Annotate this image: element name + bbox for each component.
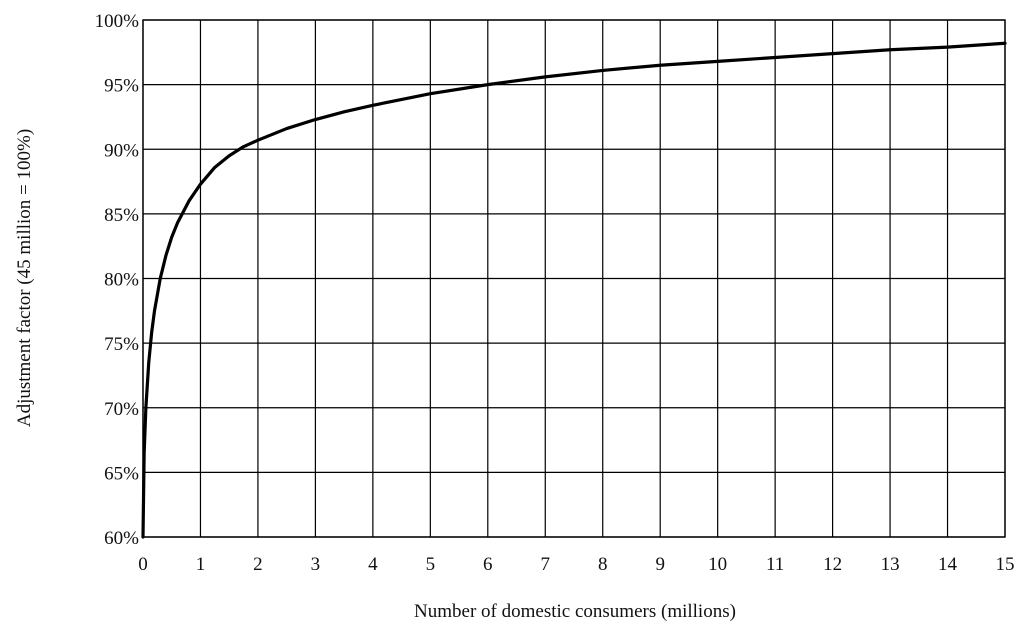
x-tick-label-10: 10 [708,554,727,575]
y-tick-label-75: 75% [104,334,139,355]
y-tick-label-85: 85% [104,205,139,226]
x-tick-label-6: 6 [483,554,493,575]
x-tick-label-2: 2 [253,554,263,575]
x-tick-label-3: 3 [311,554,321,575]
y-tick-label-65: 65% [104,463,139,484]
x-tick-label-9: 9 [655,554,665,575]
x-tick-label-7: 7 [541,554,551,575]
x-tick-label-14: 14 [938,554,958,575]
series-line-group [141,41,1007,539]
y-tick-label-60: 60% [104,528,139,549]
y-tick-label-100: 100% [95,11,140,32]
x-tick-label-5: 5 [426,554,436,575]
y-axis-title: Adjustment factor (45 million = 100%) [14,129,35,427]
x-tick-label-12: 12 [823,554,842,575]
plot-border [142,19,1006,538]
y-tick-label-70: 70% [104,399,139,420]
series-line-0 [141,41,1007,539]
y-tick-label-95: 95% [104,76,139,97]
x-tick-label-8: 8 [598,554,608,575]
x-tick-label-1: 1 [196,554,206,575]
y-tick-label-80: 80% [104,270,139,291]
x-tick-label-15: 15 [996,554,1015,575]
grid [142,19,1006,538]
x-tick-label-11: 11 [766,554,784,575]
x-tick-label-13: 13 [881,554,900,575]
y-tick-label-90: 90% [104,140,139,161]
y-tick-labels: 60% 65% 70% 75% 80% 85% 90% 95% 100% [95,11,140,549]
x-tick-label-4: 4 [368,554,378,575]
x-tick-label-0: 0 [138,554,148,575]
x-axis-title: Number of domestic consumers (millions) [414,601,736,622]
x-tick-labels: 0 1 2 3 4 5 6 7 8 9 10 11 12 13 14 15 [138,554,1014,575]
